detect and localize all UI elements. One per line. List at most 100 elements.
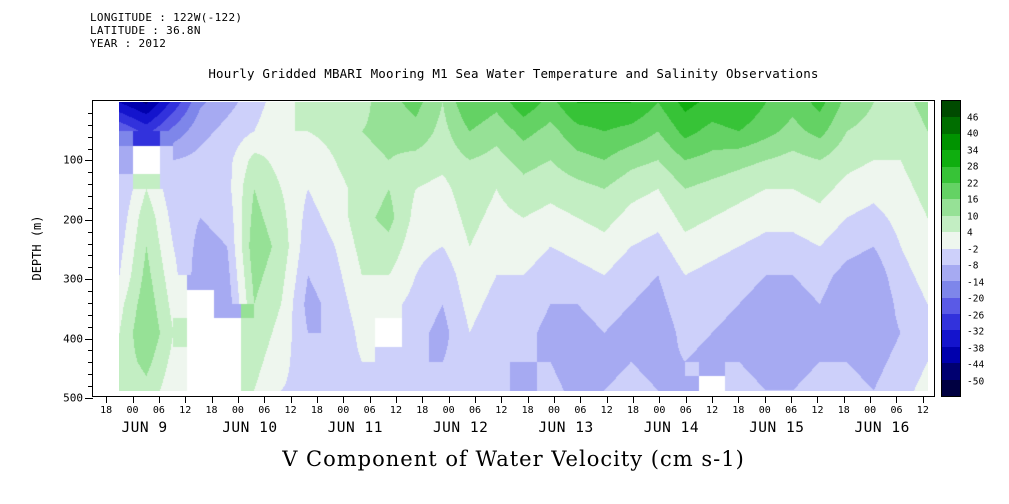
x-tick-label: 06 <box>468 405 482 416</box>
y-minor-tick-mark <box>88 124 93 126</box>
x-tick-label: 18 <box>416 405 429 416</box>
x-tick-label: 18 <box>732 405 745 416</box>
x-tick-label: 12 <box>389 405 402 416</box>
colorbar-band <box>942 248 960 265</box>
y-minor-tick-mark <box>88 386 93 388</box>
colorbar-band <box>942 363 960 380</box>
colorbar-tick-label: -32 <box>967 326 985 338</box>
y-tick-mark <box>85 219 93 221</box>
x-tick-mark <box>422 396 424 403</box>
colorbar-band <box>942 215 960 233</box>
x-tick-mark <box>474 396 476 403</box>
y-minor-tick-mark <box>88 374 93 376</box>
x-tick-mark <box>501 396 503 403</box>
heatmap-canvas <box>119 102 928 391</box>
y-tick-mark <box>85 160 93 162</box>
colorbar-bands <box>942 101 960 397</box>
x-tick-label: 12 <box>284 405 297 416</box>
x-tick-label: 00 <box>864 405 877 416</box>
colorbar-tick-label: -44 <box>967 359 985 371</box>
y-tick-label: 300 <box>63 272 83 286</box>
y-minor-tick-mark <box>88 291 93 293</box>
x-tick-mark <box>132 396 134 403</box>
colorbar-band <box>942 232 960 249</box>
colorbar-tick-label: 4 <box>967 227 973 239</box>
y-tick-label: 200 <box>63 213 83 227</box>
x-tick-label: 06 <box>574 405 587 416</box>
colorbar-tick-label: 16 <box>967 194 979 206</box>
year-label: YEAR : 2012 <box>90 37 167 50</box>
x-tick-label: 18 <box>100 405 113 416</box>
x-tick-label: 12 <box>495 405 508 416</box>
colorbar-tick-label: 40 <box>967 128 979 140</box>
y-minor-tick-mark <box>88 184 93 186</box>
colorbar-tick-label: -38 <box>967 343 985 354</box>
x-tick-mark <box>922 396 924 403</box>
plot-title: Hourly Gridded MBARI Mooring M1 Sea Wate… <box>208 66 819 81</box>
x-tick-label: 12 <box>706 405 719 416</box>
x-tick-mark <box>211 396 213 403</box>
y-tick-label: 500 <box>63 391 83 405</box>
x-tick-label: 12 <box>600 405 613 416</box>
y-minor-tick-mark <box>88 243 93 245</box>
x-tick-mark <box>554 396 556 403</box>
colorbar-tick-label: -2 <box>967 244 979 255</box>
x-tick-mark <box>316 396 318 403</box>
y-minor-tick-mark <box>88 362 93 364</box>
caption: V Component of Water Velocity (cm s-1) <box>282 447 745 471</box>
x-tick-mark <box>606 396 608 403</box>
colorbar-tick-label: 28 <box>967 161 979 173</box>
colorbar-band <box>942 150 960 167</box>
x-tick-mark <box>343 396 345 403</box>
colorbar-tick-label: -50 <box>967 376 985 387</box>
x-tick-label: 06 <box>363 405 376 416</box>
colorbar-band <box>942 182 960 200</box>
colorbar-band <box>942 101 960 118</box>
x-tick-mark <box>843 396 845 403</box>
y-tick-label: 100 <box>63 153 83 167</box>
colorbar-band <box>942 346 960 364</box>
colorbar-band <box>942 264 960 282</box>
x-date-label: JUN 10 <box>222 420 278 436</box>
y-minor-tick-mark <box>88 302 93 304</box>
x-tick-label: 06 <box>679 405 692 416</box>
x-tick-mark <box>395 396 397 403</box>
x-tick-label: 00 <box>442 405 455 416</box>
x-tick-label: 00 <box>653 405 666 416</box>
colorbar-band <box>942 297 960 315</box>
x-tick-mark <box>712 396 714 403</box>
x-tick-label: 18 <box>627 405 640 416</box>
x-tick-label: 06 <box>890 405 903 416</box>
y-minor-tick-mark <box>88 196 93 198</box>
x-tick-label: 06 <box>785 405 798 416</box>
y-minor-tick-mark <box>88 172 93 174</box>
x-date-label: JUN 16 <box>854 420 910 436</box>
x-tick-label: 00 <box>231 405 244 416</box>
x-date-label: JUN 13 <box>538 420 594 436</box>
colorbar-tick-label: -8 <box>967 260 979 272</box>
colorbar-tick-label: -20 <box>967 293 985 305</box>
x-tick-mark <box>106 396 108 403</box>
x-date-label: JUN 11 <box>327 420 383 436</box>
x-tick-label: 06 <box>152 405 165 416</box>
longitude-label: LONGITUDE : 122W(-122) <box>90 11 243 24</box>
colorbar-band <box>942 117 960 134</box>
colorbar-band <box>942 330 960 347</box>
colorbar-tick-label: -14 <box>967 277 985 288</box>
x-tick-mark <box>369 396 371 403</box>
x-tick-mark <box>659 396 661 403</box>
y-minor-tick-mark <box>88 207 93 209</box>
x-tick-label: 18 <box>521 405 534 416</box>
colorbar-band <box>942 281 960 298</box>
x-tick-mark <box>527 396 529 403</box>
colorbar-tick-label: 46 <box>967 112 979 123</box>
x-tick-mark <box>817 396 819 403</box>
x-tick-label: 18 <box>310 405 323 416</box>
x-tick-mark <box>738 396 740 403</box>
y-minor-tick-mark <box>88 326 93 328</box>
colorbar-tick-label: 22 <box>967 178 979 189</box>
x-date-label: JUN 15 <box>749 420 805 436</box>
y-minor-tick-mark <box>88 136 93 138</box>
y-tick-label: 400 <box>63 332 83 346</box>
plot-area: 100 200 300 400 500 18 00 06 12 18 00 06 12 18 00 06 12… <box>63 100 935 436</box>
